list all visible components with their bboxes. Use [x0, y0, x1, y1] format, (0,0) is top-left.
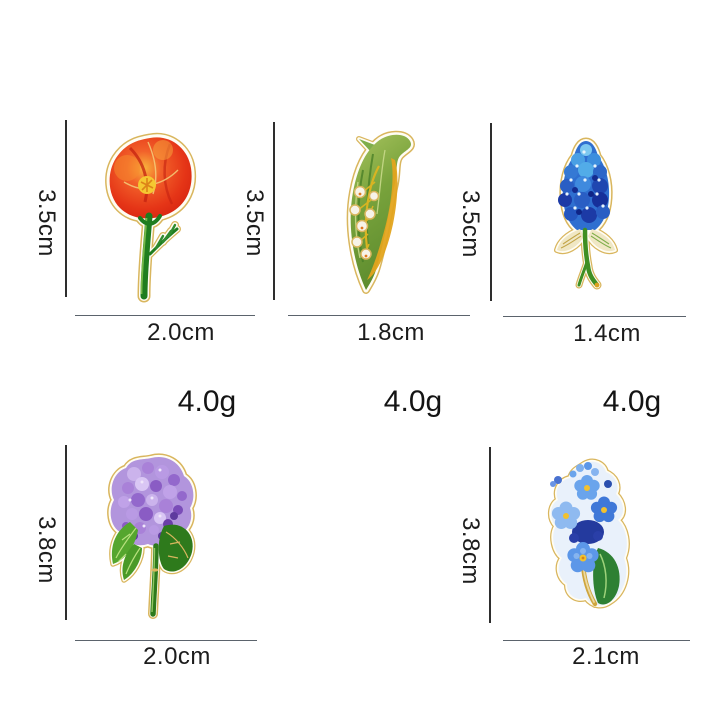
lily-of-the-valley-pin-image — [346, 130, 415, 294]
forget-me-not-width-line — [503, 640, 690, 641]
lily-width-line — [288, 315, 470, 316]
bluebonnet-weight-label: 4.0g — [602, 385, 662, 418]
forget-me-not-width-label: 2.1cm — [572, 643, 640, 670]
bluebonnet-height-line — [490, 123, 492, 301]
bluebonnet-width-line — [503, 316, 686, 317]
lily-height-line — [273, 122, 275, 300]
lilac-height-label: 3.8cm — [33, 516, 60, 584]
bluebonnet-width-label: 1.4cm — [573, 320, 641, 347]
poppy-height-line — [65, 120, 67, 297]
poppy-width-line — [75, 315, 255, 316]
poppy-weight-label: 4.0g — [177, 385, 237, 418]
forget-me-not-height-line — [489, 447, 491, 623]
poppy-height-label: 3.5cm — [33, 189, 60, 257]
red-poppy-pin-image — [105, 132, 197, 303]
bluebonnet-pin-image — [554, 137, 618, 290]
lily-weight-label: 4.0g — [383, 385, 443, 418]
lilac-width-line — [75, 640, 257, 641]
purple-lilac-pin-image — [107, 453, 197, 619]
bluebonnet-height-label: 3.5cm — [457, 190, 484, 258]
lily-height-label: 3.5cm — [241, 189, 268, 257]
forget-me-not-height-label: 3.8cm — [457, 517, 484, 585]
lilac-width-label: 2.0cm — [143, 643, 211, 670]
lilac-height-line — [65, 445, 67, 620]
poppy-width-label: 2.0cm — [147, 319, 215, 346]
blue-forget-me-not-pin-image — [548, 458, 630, 609]
lily-width-label: 1.8cm — [357, 319, 425, 346]
